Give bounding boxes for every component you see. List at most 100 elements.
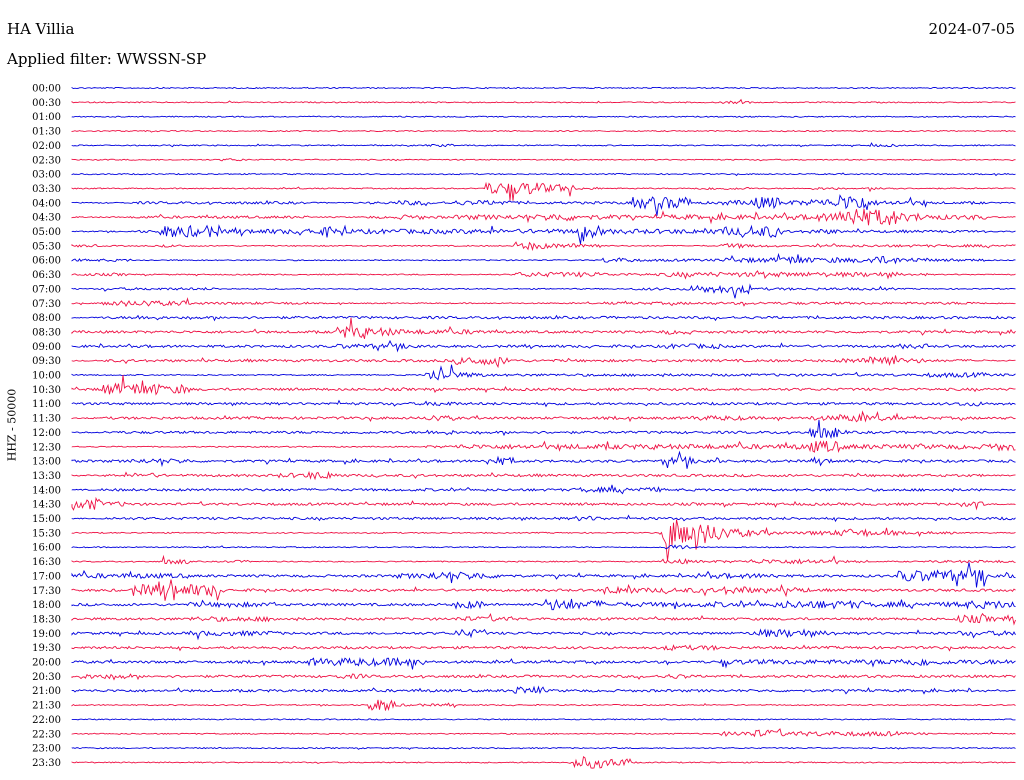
time-label: 10:30 [32, 385, 61, 396]
record-date: 2024-07-05 [928, 20, 1015, 38]
station-name: HA Villia [7, 20, 75, 38]
time-label: 03:00 [32, 170, 61, 181]
time-label: 10:00 [32, 371, 61, 382]
trace-1600 [71, 544, 1016, 550]
trace-2330 [71, 756, 1016, 769]
trace-1700 [71, 562, 1016, 588]
time-label: 06:30 [32, 270, 61, 281]
trace-1630 [71, 554, 1016, 565]
trace-0800 [71, 314, 1016, 322]
time-label: 04:00 [32, 198, 61, 209]
time-label: 19:30 [32, 643, 61, 654]
time-label: 23:00 [32, 744, 61, 755]
trace-1830 [71, 612, 1016, 626]
trace-1000 [71, 364, 1016, 381]
trace-1900 [71, 628, 1016, 641]
trace-0200 [71, 142, 1016, 148]
time-label: 22:00 [32, 715, 61, 726]
trace-0900 [71, 339, 1016, 353]
trace-0300 [71, 172, 1016, 177]
trace-0330 [71, 181, 1016, 201]
time-label: 00:00 [32, 84, 61, 95]
trace-1800 [71, 598, 1016, 611]
trace-2030 [71, 673, 1016, 681]
time-labels: 00:00 00:30 01:00 01:30 02:00 02:30 03:00 03:30… [32, 84, 61, 769]
time-label: 18:00 [32, 600, 61, 611]
trace-1530 [71, 519, 1016, 561]
trace-1730 [71, 579, 1016, 601]
time-label: 07:30 [32, 299, 61, 310]
trace-1930 [71, 644, 1016, 652]
time-label: 21:30 [32, 701, 61, 712]
filter-label: Applied filter: WWSSN-SP [7, 50, 207, 68]
trace-1100 [71, 399, 1016, 408]
trace-1300 [71, 450, 1016, 469]
time-label: 11:30 [32, 414, 61, 425]
trace-1500 [71, 514, 1016, 523]
time-label: 21:00 [32, 686, 61, 697]
time-label: 13:30 [32, 471, 61, 482]
time-label: 01:30 [32, 127, 61, 138]
time-label: 20:00 [32, 658, 61, 669]
trace-0630 [71, 270, 1016, 280]
time-label: 02:00 [32, 141, 61, 152]
time-label: 15:00 [32, 514, 61, 525]
trace-1230 [71, 440, 1016, 454]
time-label: 14:30 [32, 500, 61, 511]
trace-0530 [71, 241, 1016, 252]
time-label: 11:00 [32, 399, 61, 410]
time-label: 19:00 [32, 629, 61, 640]
trace-1130 [71, 410, 1016, 423]
trace-0100 [71, 115, 1016, 118]
trace-0500 [71, 224, 1016, 245]
time-label: 22:30 [32, 729, 61, 740]
trace-0430 [71, 208, 1016, 226]
trace-1430 [71, 496, 1016, 511]
time-label: 23:30 [32, 758, 61, 769]
time-label: 08:00 [32, 313, 61, 324]
trace-2130 [71, 699, 1016, 711]
trace-0730 [71, 297, 1016, 308]
time-label: 05:00 [32, 227, 61, 238]
trace-0830 [71, 317, 1016, 340]
time-label: 12:00 [32, 428, 61, 439]
time-label: 17:00 [32, 571, 61, 582]
time-label: 13:00 [32, 457, 61, 468]
time-label: 05:30 [32, 241, 61, 252]
time-label: 09:00 [32, 342, 61, 353]
time-label: 00:30 [32, 98, 61, 109]
time-label: 16:00 [32, 543, 61, 554]
time-label: 07:00 [32, 284, 61, 295]
time-label: 03:30 [32, 184, 61, 195]
trace-2200 [71, 718, 1016, 721]
trace-0230 [71, 158, 1016, 162]
trace-0130 [71, 129, 1016, 133]
trace-0030 [71, 98, 1016, 105]
trace-0000 [71, 86, 1016, 90]
trace-1330 [71, 470, 1016, 481]
trace-0700 [71, 283, 1016, 299]
trace-0600 [71, 252, 1016, 265]
time-label: 09:30 [32, 356, 61, 367]
time-label: 15:30 [32, 528, 61, 539]
time-label: 16:30 [32, 557, 61, 568]
time-label: 01:00 [32, 112, 61, 123]
trace-1400 [71, 484, 1016, 495]
trace-2300 [71, 746, 1016, 750]
time-label: 14:00 [32, 485, 61, 496]
time-label: 08:30 [32, 327, 61, 338]
time-label: 12:30 [32, 442, 61, 453]
trace-0930 [71, 355, 1016, 369]
time-label: 18:30 [32, 614, 61, 625]
trace-1200 [71, 419, 1016, 440]
time-label: 02:30 [32, 155, 61, 166]
trace-0400 [71, 194, 1016, 216]
trace-1030 [71, 375, 1016, 396]
trace-2000 [71, 656, 1016, 670]
traces [71, 86, 1016, 769]
time-label: 20:30 [32, 672, 61, 683]
trace-2100 [71, 685, 1016, 695]
time-label: 17:30 [32, 586, 61, 597]
trace-2230 [71, 728, 1016, 738]
